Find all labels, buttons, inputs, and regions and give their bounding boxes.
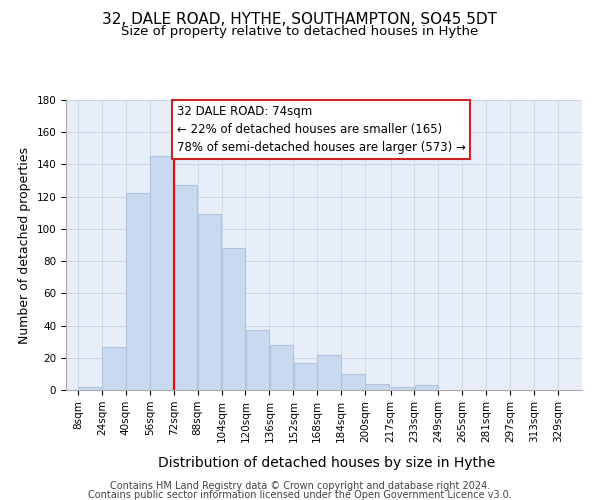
Bar	[317, 354, 341, 390]
Bar	[174, 186, 197, 390]
Bar	[391, 387, 414, 390]
Text: Contains HM Land Registry data © Crown copyright and database right 2024.: Contains HM Land Registry data © Crown c…	[110, 481, 490, 491]
Bar	[78, 387, 101, 390]
Bar	[246, 330, 269, 390]
Bar	[365, 384, 389, 390]
Bar	[415, 385, 438, 390]
Bar	[150, 156, 173, 390]
Text: Distribution of detached houses by size in Hythe: Distribution of detached houses by size …	[158, 456, 496, 469]
Bar	[293, 362, 317, 390]
Bar	[269, 345, 293, 390]
Text: Contains public sector information licensed under the Open Government Licence v3: Contains public sector information licen…	[88, 490, 512, 500]
Y-axis label: Number of detached properties: Number of detached properties	[18, 146, 31, 344]
Text: 32 DALE ROAD: 74sqm
← 22% of detached houses are smaller (165)
78% of semi-detac: 32 DALE ROAD: 74sqm ← 22% of detached ho…	[176, 105, 466, 154]
Bar	[102, 346, 125, 390]
Bar	[198, 214, 221, 390]
Text: Size of property relative to detached houses in Hythe: Size of property relative to detached ho…	[121, 25, 479, 38]
Text: 32, DALE ROAD, HYTHE, SOUTHAMPTON, SO45 5DT: 32, DALE ROAD, HYTHE, SOUTHAMPTON, SO45 …	[103, 12, 497, 28]
Bar	[341, 374, 365, 390]
Bar	[126, 194, 149, 390]
Bar	[222, 248, 245, 390]
